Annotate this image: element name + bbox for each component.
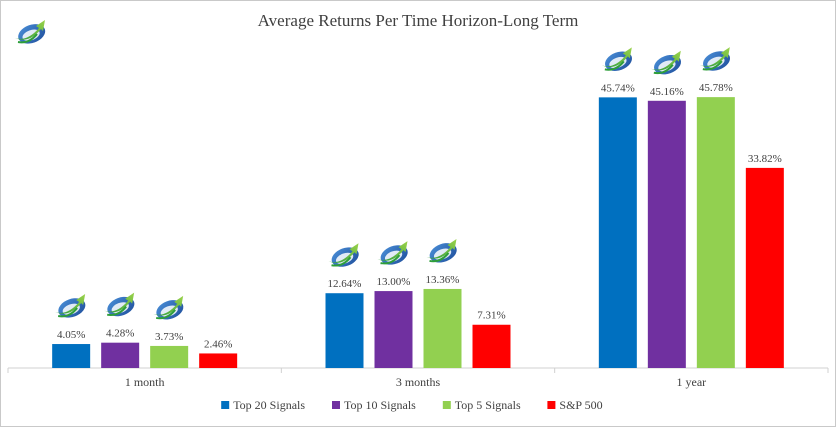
chart-title: Average Returns Per Time Horizon-Long Te… [258, 11, 579, 30]
growth-arrow-logo-icon [600, 46, 636, 76]
bar-top-10-signals-1-month [101, 342, 140, 368]
plot-area: 4.05% 4.28% 3.73% 2.46% 1 month 12.64% 13.00% 1… [7, 46, 829, 389]
x-tick-label: 3 months [396, 375, 441, 389]
bar-s-p-500-3-months [472, 324, 511, 368]
legend-label: Top 20 Signals [233, 398, 305, 412]
growth-arrow-logo-icon [327, 242, 363, 272]
growth-arrow-logo-icon [14, 19, 49, 49]
legend-swatch [442, 401, 451, 409]
growth-arrow-logo-icon [54, 293, 90, 323]
bar-top-5-signals-1-month [150, 345, 189, 368]
bar-top-5-signals-3-months [423, 288, 462, 368]
growth-arrow-logo-icon [425, 237, 461, 268]
x-tick-label: 1 year [677, 375, 707, 389]
legend-swatch [332, 401, 340, 409]
x-tick-label: 1 month [125, 375, 165, 389]
legend-label: Top 10 Signals [344, 398, 416, 412]
data-label: 4.05% [57, 329, 85, 341]
data-label: 2.46% [204, 338, 232, 350]
growth-arrow-logo-icon [103, 291, 139, 321]
legend-swatch [221, 401, 230, 409]
bar-s-p-500-1-month [199, 353, 238, 368]
growth-arrow-logo-icon [698, 46, 734, 76]
growth-arrow-logo-icon [152, 294, 188, 325]
legend-label: S&P 500 [559, 398, 602, 412]
data-label: 13.36% [426, 274, 460, 286]
data-label: 45.16% [650, 86, 684, 98]
data-label: 13.00% [377, 276, 411, 288]
data-label: 45.78% [699, 82, 733, 94]
bar-top-20-signals-1-month [52, 344, 91, 368]
data-label: 33.82% [748, 153, 782, 165]
bar-top-20-signals-3-months [325, 293, 364, 368]
growth-arrow-logo-icon [649, 49, 685, 79]
data-label: 4.28% [106, 328, 134, 340]
bar-top-10-signals-1-year [647, 100, 686, 369]
bar-top-10-signals-3-months [374, 291, 413, 368]
legend-swatch [547, 401, 556, 409]
bar-top-5-signals-1-year [696, 97, 735, 368]
bar-s-p-500-1-year [745, 167, 784, 368]
data-label: 12.64% [328, 278, 362, 290]
data-label: 7.31% [477, 310, 505, 322]
growth-arrow-logo-icon [376, 240, 412, 270]
legend: Top 20 Signals Top 10 Signals Top 5 Signal… [221, 398, 603, 412]
bar-top-20-signals-1-year [598, 97, 637, 368]
data-label: 3.73% [155, 331, 183, 343]
data-label: 45.74% [601, 82, 635, 94]
legend-label: Top 5 Signals [455, 398, 521, 412]
